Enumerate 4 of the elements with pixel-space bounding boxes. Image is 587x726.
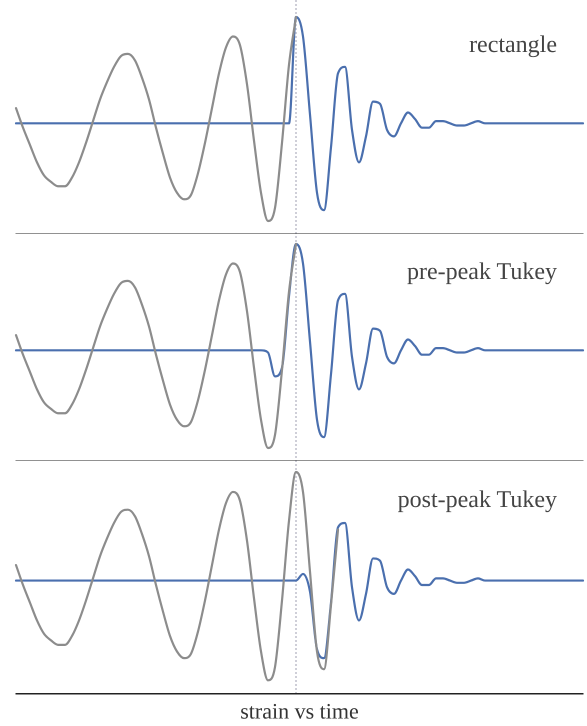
annotation: post-peak Tukey bbox=[398, 487, 557, 513]
x-axis-title: strain vs time bbox=[240, 698, 359, 724]
annotation: pre-peak Tukey bbox=[407, 259, 557, 285]
annotation: rectangle bbox=[469, 32, 557, 58]
